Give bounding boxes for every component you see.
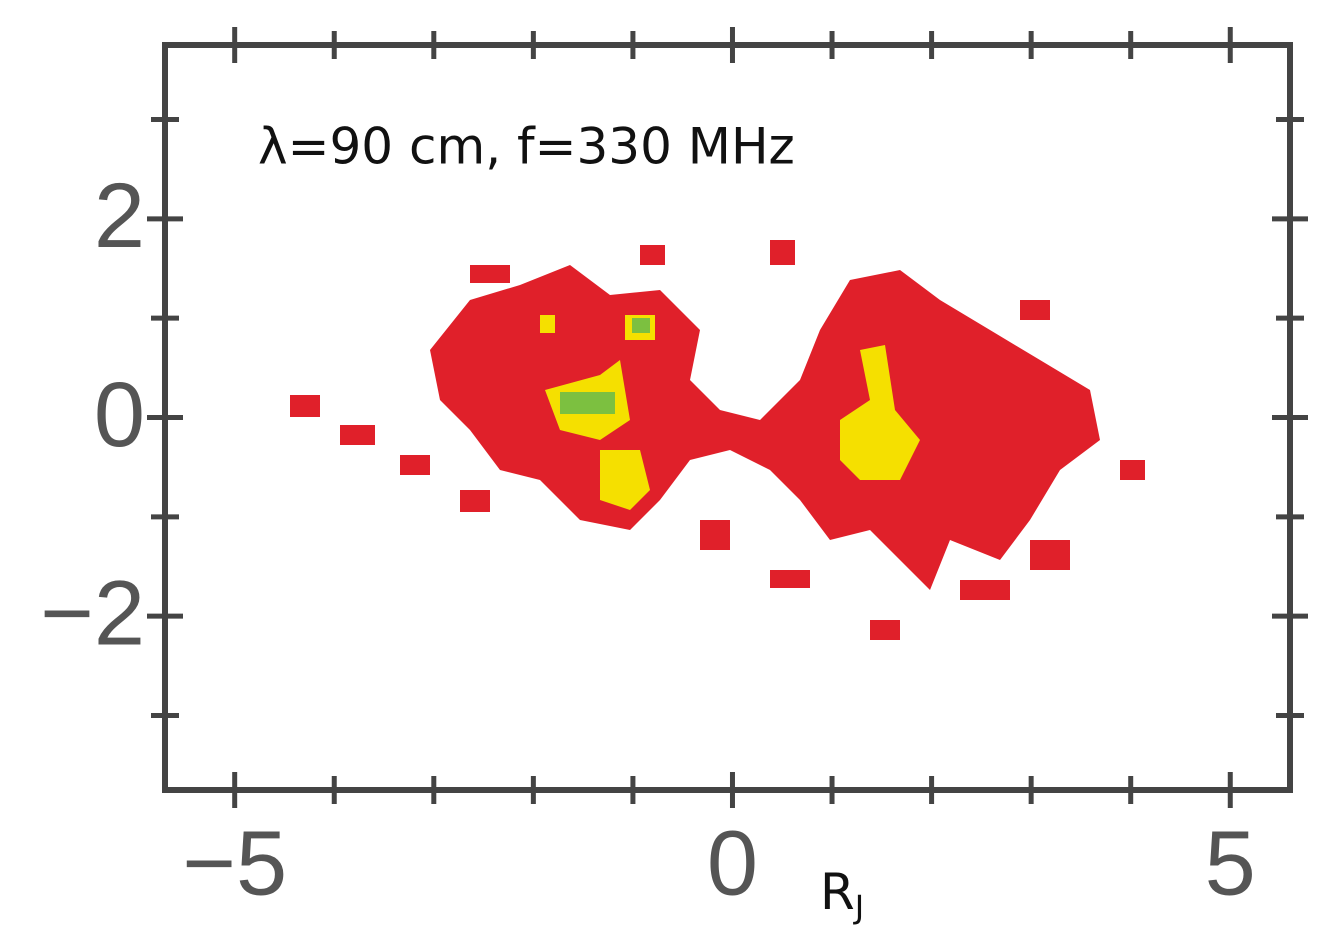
speck xyxy=(290,395,320,417)
x-label-sub: J xyxy=(853,888,864,926)
patch xyxy=(560,392,615,414)
yellow-emission xyxy=(540,315,920,510)
annotation: λ=90 cm, f=330 MHz xyxy=(258,118,795,176)
y-tick-label: 0 xyxy=(94,364,145,466)
speck xyxy=(960,580,1010,600)
speck xyxy=(770,240,795,265)
green-emission xyxy=(560,318,650,414)
speck xyxy=(1120,460,1145,480)
x-axis-label: RJ xyxy=(820,863,864,926)
patch xyxy=(600,450,650,510)
y-tick-label: 2 xyxy=(94,165,145,267)
speck xyxy=(340,425,375,445)
speck xyxy=(1020,300,1050,320)
annotation-box xyxy=(200,85,868,200)
speck xyxy=(1030,540,1070,570)
red-emission xyxy=(290,240,1145,640)
speck xyxy=(640,245,665,265)
x-tick-label: 5 xyxy=(1205,812,1256,914)
speck xyxy=(470,265,510,283)
speck xyxy=(770,570,810,588)
patch xyxy=(632,318,650,333)
speck xyxy=(870,620,900,640)
emission-map xyxy=(290,240,1145,640)
patch xyxy=(840,345,920,480)
lobes xyxy=(430,265,1100,590)
speck xyxy=(700,520,730,550)
x-tick-label: −5 xyxy=(182,812,287,914)
x-label-main: R xyxy=(820,863,855,921)
patch xyxy=(540,315,555,333)
x-tick-label: 0 xyxy=(707,812,758,914)
speck xyxy=(460,490,490,512)
speck xyxy=(400,455,430,475)
y-tick-label: −2 xyxy=(40,562,145,664)
